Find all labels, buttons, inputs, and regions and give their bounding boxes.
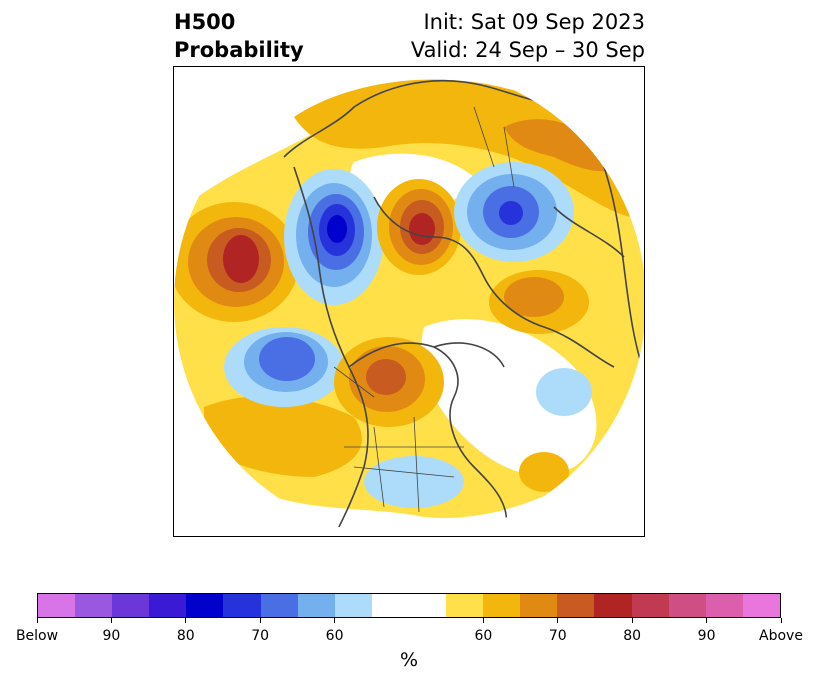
colorbar-tick-label: 60 [325,628,344,644]
colorbar-swatch [75,594,113,617]
chart-title-right: Init: Sat 09 Sep 2023 Valid: 24 Sep – 30… [411,8,645,64]
western-canada-below-80 [327,215,347,243]
scandinavia-above-70 [504,119,614,172]
eastern-us-below-60 [364,456,464,508]
colorbar-tick-label: 80 [623,628,642,644]
colorbar-swatch [705,594,743,617]
colorbar-tick-label: 70 [251,628,270,644]
colorbar-tick [780,618,782,623]
borders [333,106,515,513]
colorbar-tick-label: Above [759,628,803,644]
variable-label: H500 [174,10,236,34]
colorbar-swatch [297,594,335,617]
colorbar-swatch [112,594,150,617]
colorbar-units-label: % [399,649,419,671]
siberia-above-80 [409,213,435,245]
neutral-atlantic [421,319,597,476]
colorbar-tick [334,618,336,623]
europe-below-75 [499,201,523,225]
probability-map [173,66,645,537]
alaska-gulf-below-70 [259,337,315,381]
colorbar-swatch [186,594,224,617]
valid-range-label: Valid: 24 Sep – 30 Sep [410,38,645,62]
colorbar-tick-label: 60 [474,628,493,644]
colorbar-tick [706,618,708,623]
colorbar-swatch [149,594,187,617]
colorbar-swatch [371,594,447,617]
north-pacific-above-80 [223,235,259,283]
coastlines [283,79,644,536]
colorbar-swatch [483,594,521,617]
colorbar-tick-label: 90 [102,628,121,644]
north-atlantic-below-60 [536,368,592,416]
colorbar-tick [482,618,484,623]
colorbar-swatch [223,594,261,617]
central-canada-above-75 [366,359,406,395]
colorbar-swatch [557,594,595,617]
colorbar-swatch [742,594,780,617]
colorbar-swatch [668,594,706,617]
map-svg [174,67,644,536]
colorbar-tick-label: 80 [176,628,195,644]
colorbar-swatch [38,594,76,617]
quantity-label: Probability [174,38,304,62]
colorbar-tick [557,618,559,623]
colorbar-tick [36,618,38,623]
arctic-above-70 [504,277,564,317]
colorbar-swatch [334,594,372,617]
colorbar-tick [110,618,112,623]
colorbar [37,593,781,618]
colorbar-swatch [631,594,669,617]
above-shading-south [204,396,362,477]
colorbar-tick-label: 90 [697,628,716,644]
colorbar-swatch [594,594,632,617]
above-shading-north [294,79,634,217]
colorbar-swatch [520,594,558,617]
colorbar-swatch [446,594,484,617]
colorbar-tick [185,618,187,623]
hemisphere-disk [174,67,644,536]
colorbar-tick [259,618,261,623]
atlantic-above-60 [519,452,569,492]
colorbar-tick-label: Below [15,628,59,644]
chart-title-left: H500 Probability [174,8,304,64]
colorbar-swatch [260,594,298,617]
init-date-label: Init: Sat 09 Sep 2023 [423,10,645,34]
colorbar-tick [631,618,633,623]
colorbar-tick-label: 70 [548,628,567,644]
